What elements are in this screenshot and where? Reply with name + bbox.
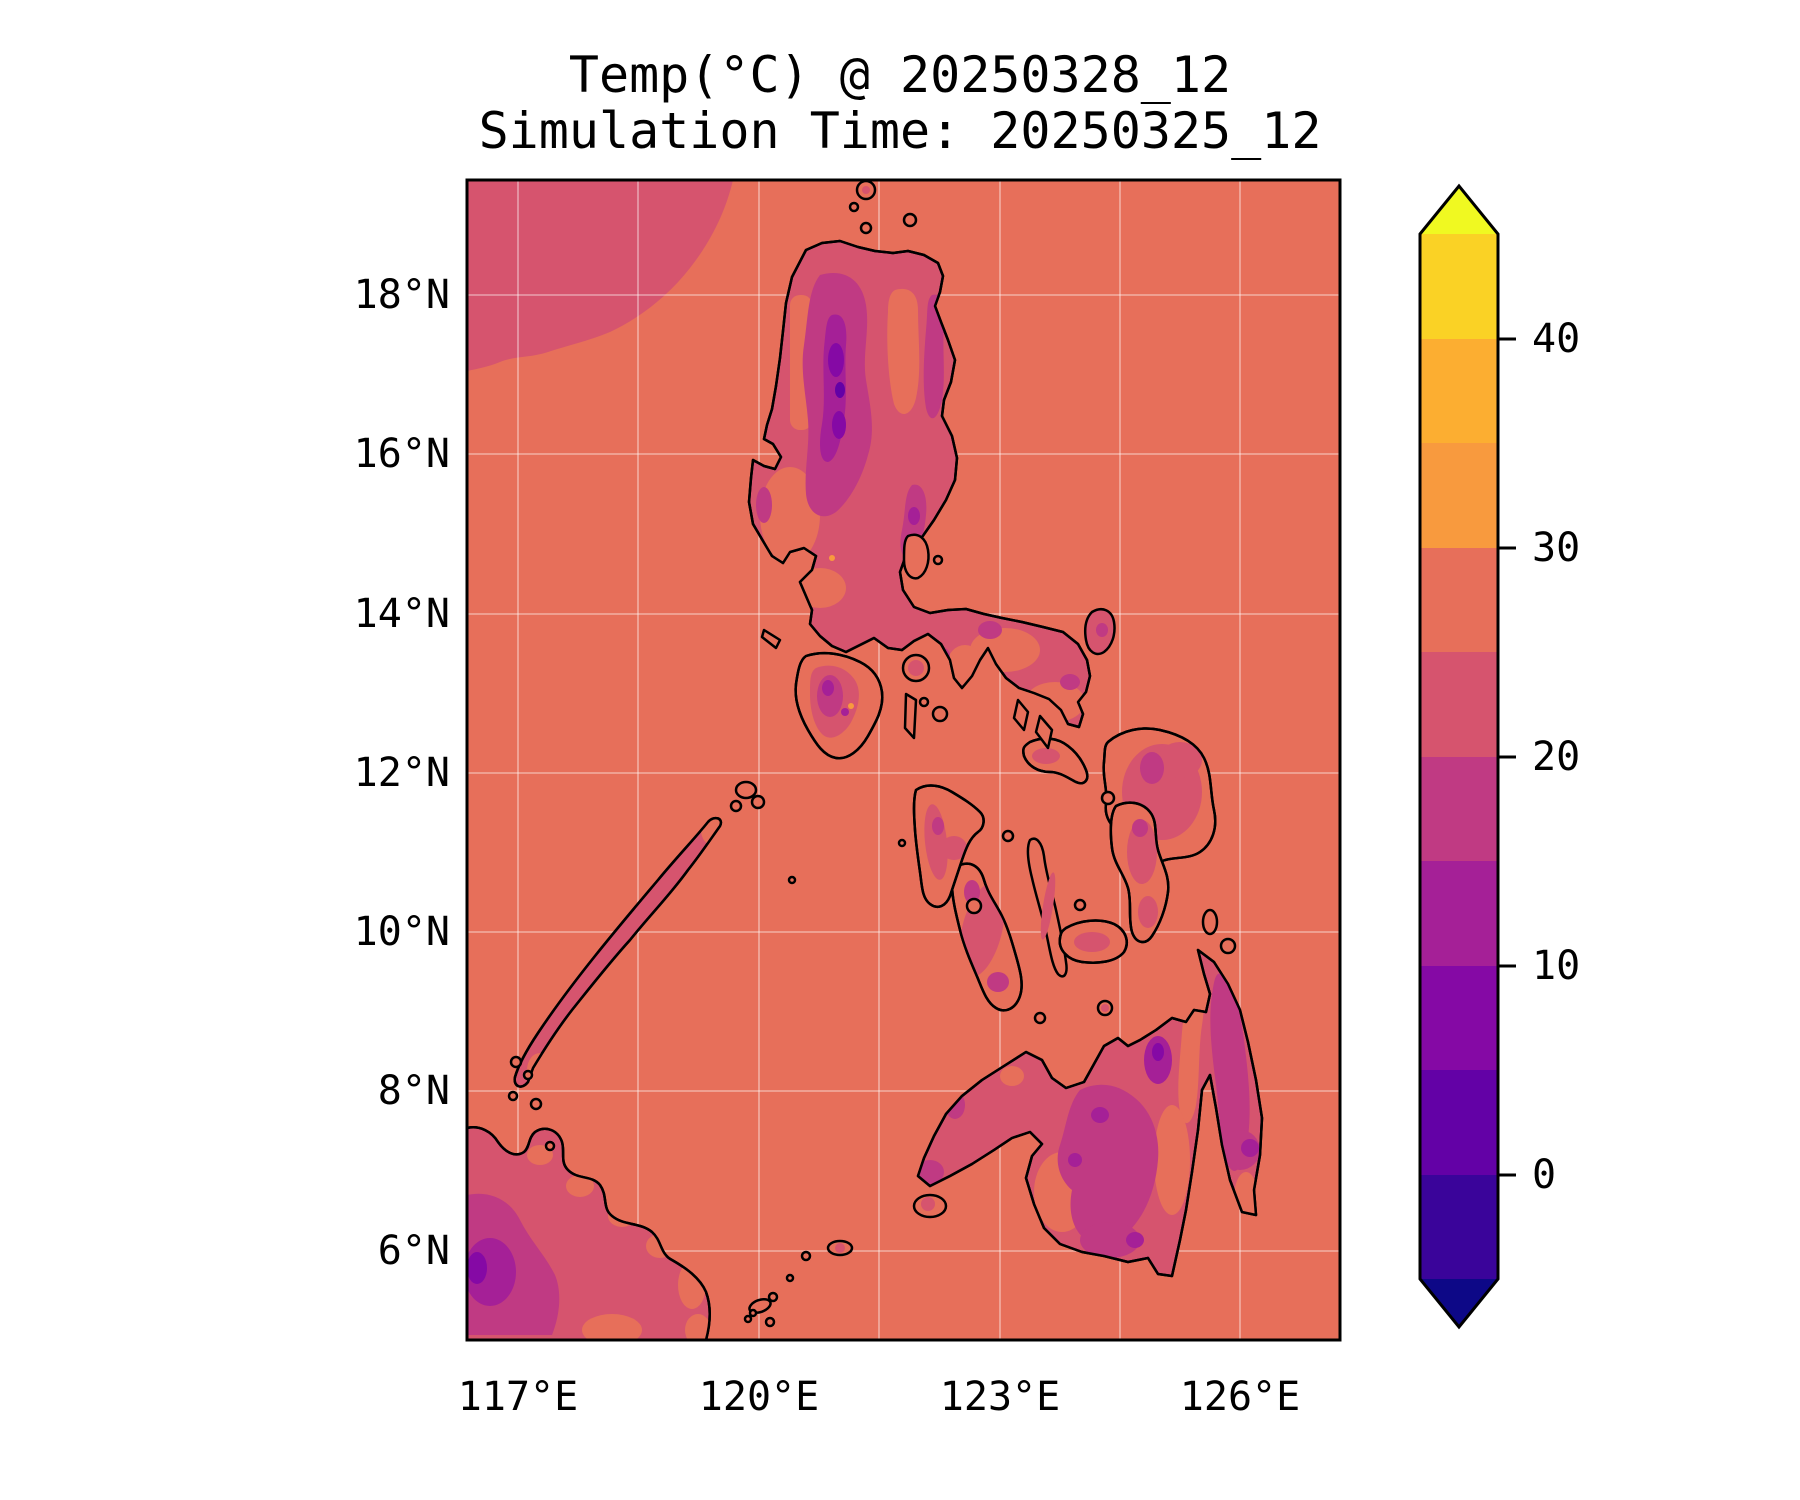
lon-tick-label: 120°E	[699, 1374, 819, 1420]
lon-axis-labels: 117°E 120°E 123°E 126°E	[458, 1374, 1300, 1420]
lat-tick-label: 18°N	[354, 272, 450, 318]
lon-tick-label: 126°E	[1180, 1374, 1300, 1420]
colorbar-tick-label: 30	[1532, 525, 1580, 571]
lat-tick-label: 12°N	[354, 750, 450, 796]
colorbar-tick-label: 20	[1532, 734, 1580, 780]
lon-tick-label: 123°E	[940, 1374, 1060, 1420]
lat-tick-label: 16°N	[354, 431, 450, 477]
island-mindoro	[794, 651, 884, 760]
island-masbate	[1022, 737, 1089, 785]
island-leyte	[1109, 801, 1170, 944]
map-frame	[465, 178, 1342, 1342]
lat-tick-label: 10°N	[354, 909, 450, 955]
lat-tick-label: 6°N	[378, 1228, 450, 1274]
island-cebu	[1026, 837, 1068, 978]
colorbar-arrow-under	[1420, 1279, 1498, 1327]
island-borneo	[467, 1126, 712, 1340]
colorbar-tick-label: 40	[1532, 316, 1580, 362]
lat-axis-labels: 18°N 16°N 14°N 12°N 10°N 8°N 6°N	[354, 272, 450, 1274]
island-mindanao	[916, 948, 1264, 1278]
small-islands	[507, 180, 1237, 1328]
island-panay	[912, 784, 985, 909]
ocean-cool-patch	[467, 180, 733, 371]
plot-title: Temp(°C) @ 20250328_12	[569, 46, 1231, 104]
colorbar-tick-label: 0	[1532, 1152, 1556, 1198]
map-panel	[467, 180, 1340, 1340]
colorbar-ticks	[1498, 337, 1516, 1177]
lat-tick-label: 14°N	[354, 591, 450, 637]
colorbar-arrow-over	[1420, 186, 1498, 234]
lat-tick-label: 8°N	[378, 1068, 450, 1114]
colorbar: 40 30 20 10 0	[1418, 183, 1580, 1330]
colorbar-outline	[1418, 183, 1500, 1330]
plot-subtitle: Simulation Time: 20250325_12	[479, 102, 1322, 160]
island-bohol	[1058, 919, 1129, 964]
lon-tick-label: 117°E	[458, 1374, 578, 1420]
colorbar-tick-label: 10	[1532, 943, 1580, 989]
island-catanduanes	[1084, 608, 1116, 656]
